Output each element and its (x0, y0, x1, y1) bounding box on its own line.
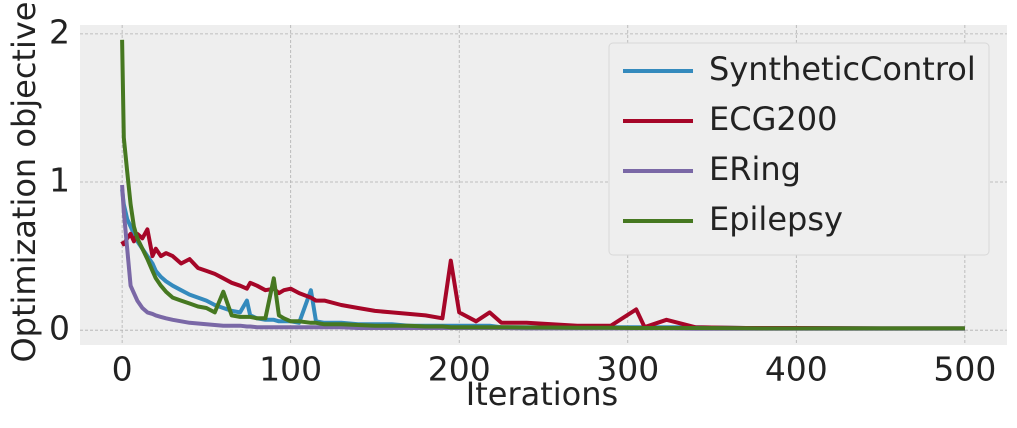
y-axis-label: Optimization objective (5, 2, 43, 363)
legend-label: ERing (709, 150, 801, 188)
y-tick-label: 0 (49, 309, 70, 348)
x-axis-label: Iterations (466, 375, 618, 413)
legend: SyntheticControl ECG200 ERing Epilepsy (608, 42, 990, 256)
x-tick-label: 200 (428, 350, 491, 389)
y-tick-label: 2 (49, 12, 70, 51)
y-tick-label: 1 (49, 161, 70, 200)
data-line (120, 227, 965, 331)
legend-label: SyntheticControl (709, 50, 976, 88)
legend-label: Epilepsy (709, 200, 843, 238)
x-tick-label: 300 (596, 350, 659, 389)
x-tick-label: 100 (259, 350, 322, 389)
x-tick-label: 500 (933, 350, 996, 389)
legend-label: ECG200 (709, 100, 837, 138)
x-tick-label: 0 (112, 350, 133, 389)
data-line (120, 39, 965, 331)
legend-box (608, 42, 990, 256)
x-tick-label: 400 (765, 350, 828, 389)
